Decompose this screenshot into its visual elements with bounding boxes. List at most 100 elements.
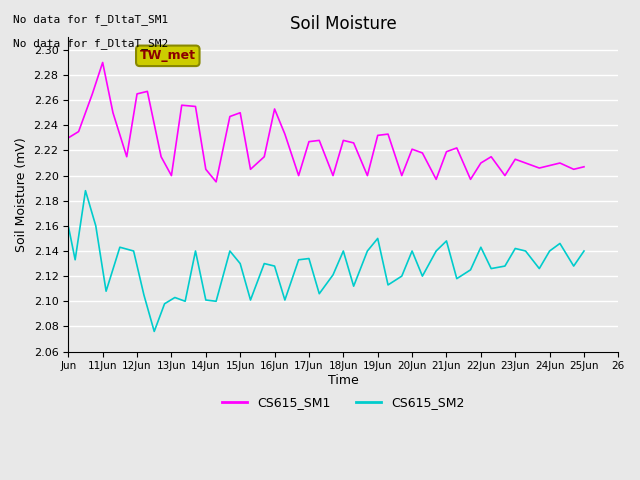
CS615_SM2 bbox=[453, 276, 461, 282]
CS615_SM1 bbox=[556, 160, 564, 166]
CS615_SM1 bbox=[432, 177, 440, 182]
CS615_SM2 bbox=[281, 297, 289, 303]
CS615_SM1 bbox=[75, 129, 83, 134]
CS615_SM1 bbox=[260, 154, 268, 160]
Text: TW_met: TW_met bbox=[140, 49, 196, 62]
CS615_SM1 bbox=[295, 173, 303, 179]
CS615_SM1 bbox=[398, 173, 406, 179]
CS615_SM2 bbox=[580, 248, 588, 254]
CS615_SM1 bbox=[316, 137, 323, 143]
CS615_SM2 bbox=[212, 299, 220, 304]
CS615_SM2 bbox=[171, 295, 179, 300]
Y-axis label: Soil Moisture (mV): Soil Moisture (mV) bbox=[15, 137, 28, 252]
CS615_SM2 bbox=[350, 283, 358, 289]
CS615_SM2 bbox=[305, 256, 313, 262]
CS615_SM1 bbox=[99, 60, 106, 65]
CS615_SM1 bbox=[281, 131, 289, 137]
CS615_SM2 bbox=[295, 257, 303, 263]
CS615_SM1 bbox=[305, 139, 313, 144]
CS615_SM1 bbox=[408, 146, 416, 152]
CS615_SM1 bbox=[157, 154, 165, 160]
CS615_SM1 bbox=[374, 132, 381, 138]
CS615_SM2 bbox=[536, 266, 543, 272]
CS615_SM1 bbox=[246, 167, 254, 172]
CS615_SM2 bbox=[522, 248, 529, 254]
CS615_SM2 bbox=[82, 188, 90, 193]
CS615_SM1 bbox=[536, 165, 543, 171]
CS615_SM2 bbox=[116, 244, 124, 250]
CS615_SM2 bbox=[271, 263, 278, 269]
CS615_SM1 bbox=[271, 106, 278, 112]
CS615_SM2 bbox=[329, 272, 337, 278]
CS615_SM2 bbox=[511, 246, 519, 252]
CS615_SM2 bbox=[556, 240, 564, 246]
CS615_SM1 bbox=[419, 150, 426, 156]
CS615_SM2 bbox=[339, 248, 347, 254]
Line: CS615_SM2: CS615_SM2 bbox=[68, 191, 584, 331]
CS615_SM1 bbox=[65, 135, 72, 141]
Legend: CS615_SM1, CS615_SM2: CS615_SM1, CS615_SM2 bbox=[218, 391, 469, 414]
CS615_SM1 bbox=[109, 110, 117, 116]
CS615_SM1 bbox=[133, 91, 141, 97]
CS615_SM1 bbox=[511, 156, 519, 162]
CS615_SM1 bbox=[236, 110, 244, 116]
CS615_SM1 bbox=[88, 91, 96, 97]
CS615_SM2 bbox=[398, 273, 406, 279]
CS615_SM1 bbox=[501, 173, 509, 179]
CS615_SM1 bbox=[443, 149, 451, 155]
CS615_SM1 bbox=[168, 173, 175, 179]
CS615_SM1 bbox=[178, 102, 186, 108]
CS615_SM2 bbox=[65, 223, 72, 229]
CS615_SM2 bbox=[443, 238, 451, 244]
CS615_SM1 bbox=[453, 145, 461, 151]
CS615_SM1 bbox=[477, 160, 484, 166]
CS615_SM2 bbox=[487, 266, 495, 272]
CS615_SM2 bbox=[181, 299, 189, 304]
CS615_SM2 bbox=[246, 297, 254, 303]
CS615_SM2 bbox=[130, 248, 138, 254]
CS615_SM2 bbox=[161, 301, 168, 307]
CS615_SM1 bbox=[226, 114, 234, 120]
CS615_SM1 bbox=[487, 154, 495, 160]
CS615_SM1 bbox=[212, 179, 220, 185]
CS615_SM1 bbox=[570, 167, 577, 172]
CS615_SM1 bbox=[522, 160, 529, 166]
CS615_SM2 bbox=[102, 288, 110, 294]
CS615_SM1 bbox=[467, 177, 474, 182]
CS615_SM2 bbox=[140, 292, 148, 298]
CS615_SM2 bbox=[236, 261, 244, 266]
CS615_SM2 bbox=[384, 282, 392, 288]
CS615_SM1 bbox=[191, 104, 199, 109]
CS615_SM2 bbox=[260, 261, 268, 266]
CS615_SM2 bbox=[546, 248, 554, 254]
CS615_SM2 bbox=[150, 328, 158, 334]
CS615_SM1 bbox=[364, 173, 371, 179]
CS615_SM2 bbox=[408, 248, 416, 254]
CS615_SM1 bbox=[339, 137, 347, 143]
Line: CS615_SM1: CS615_SM1 bbox=[68, 62, 584, 182]
CS615_SM1 bbox=[546, 163, 554, 168]
CS615_SM2 bbox=[432, 248, 440, 254]
CS615_SM1 bbox=[580, 164, 588, 169]
CS615_SM2 bbox=[501, 263, 509, 269]
CS615_SM2 bbox=[477, 244, 484, 250]
CS615_SM2 bbox=[570, 263, 577, 269]
CS615_SM1 bbox=[143, 88, 151, 94]
CS615_SM1 bbox=[329, 173, 337, 179]
CS615_SM2 bbox=[92, 223, 100, 229]
CS615_SM2 bbox=[202, 297, 210, 303]
CS615_SM2 bbox=[419, 273, 426, 279]
CS615_SM1 bbox=[123, 154, 131, 160]
CS615_SM1 bbox=[202, 167, 210, 172]
CS615_SM2 bbox=[71, 257, 79, 263]
CS615_SM1 bbox=[384, 131, 392, 137]
CS615_SM2 bbox=[467, 267, 474, 273]
Text: No data for f_DltaT_SM2: No data for f_DltaT_SM2 bbox=[13, 38, 168, 49]
X-axis label: Time: Time bbox=[328, 374, 358, 387]
CS615_SM2 bbox=[364, 248, 371, 254]
Text: No data for f_DltaT_SM1: No data for f_DltaT_SM1 bbox=[13, 14, 168, 25]
CS615_SM1 bbox=[350, 140, 358, 146]
CS615_SM2 bbox=[226, 248, 234, 254]
Title: Soil Moisture: Soil Moisture bbox=[290, 15, 397, 33]
CS615_SM2 bbox=[316, 291, 323, 297]
